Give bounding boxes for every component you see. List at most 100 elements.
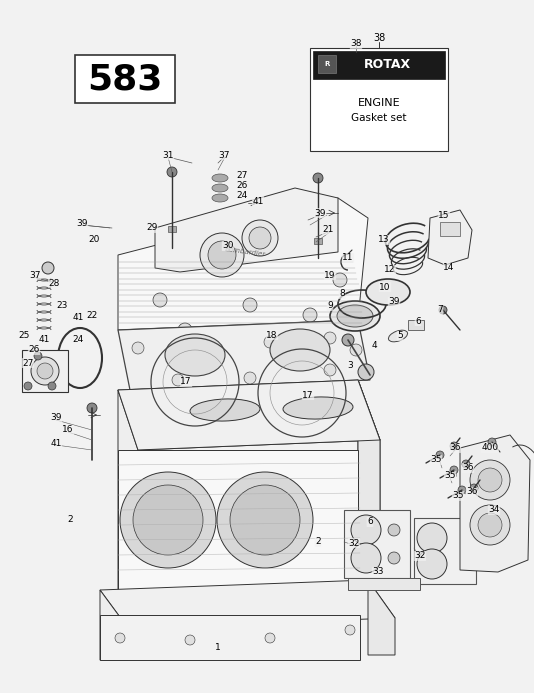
Text: 37: 37 <box>218 150 230 159</box>
Bar <box>168 226 176 232</box>
Polygon shape <box>118 380 380 450</box>
Circle shape <box>244 372 256 384</box>
Polygon shape <box>358 380 380 590</box>
Text: 22: 22 <box>87 311 98 320</box>
Circle shape <box>478 468 502 492</box>
Text: 7: 7 <box>437 306 443 315</box>
Circle shape <box>417 549 447 579</box>
Circle shape <box>450 442 458 450</box>
Text: 35: 35 <box>444 471 456 480</box>
Text: 31: 31 <box>162 150 174 159</box>
Circle shape <box>31 357 59 385</box>
Text: 17: 17 <box>180 378 192 387</box>
Bar <box>314 238 322 244</box>
Ellipse shape <box>330 301 380 331</box>
Text: 24: 24 <box>73 335 84 344</box>
Text: 39: 39 <box>76 218 88 227</box>
Polygon shape <box>155 188 338 272</box>
Text: 35: 35 <box>452 491 464 500</box>
Bar <box>75 55 175 103</box>
Text: 30: 30 <box>222 241 234 250</box>
Circle shape <box>478 513 502 537</box>
Text: 8: 8 <box>339 290 345 299</box>
Polygon shape <box>100 590 128 660</box>
Circle shape <box>351 515 381 545</box>
Circle shape <box>194 339 206 351</box>
Text: 19: 19 <box>324 270 336 279</box>
Circle shape <box>345 625 355 635</box>
Circle shape <box>462 460 470 468</box>
Circle shape <box>358 364 374 380</box>
Bar <box>310 48 448 151</box>
Text: 35: 35 <box>430 455 442 464</box>
Text: 21: 21 <box>323 225 334 234</box>
Text: 39: 39 <box>50 414 62 423</box>
Circle shape <box>488 438 496 446</box>
Text: 37: 37 <box>29 270 41 279</box>
Circle shape <box>167 167 177 177</box>
Text: 6: 6 <box>367 518 373 527</box>
Text: 32: 32 <box>414 552 426 561</box>
Circle shape <box>153 293 167 307</box>
Text: 9: 9 <box>327 301 333 310</box>
Text: Gasket set: Gasket set <box>351 113 407 123</box>
Ellipse shape <box>366 279 410 305</box>
Circle shape <box>470 505 510 545</box>
Text: Bombardier: Bombardier <box>224 246 266 258</box>
Text: 33: 33 <box>372 568 384 577</box>
Text: 41: 41 <box>252 197 264 206</box>
Circle shape <box>48 382 56 390</box>
Text: 2: 2 <box>315 538 321 547</box>
Circle shape <box>217 472 313 568</box>
Text: 36: 36 <box>462 464 474 473</box>
Circle shape <box>324 332 336 344</box>
Bar <box>100 615 360 660</box>
Text: 38: 38 <box>373 33 385 43</box>
Text: 6: 6 <box>415 317 421 326</box>
Polygon shape <box>118 390 138 590</box>
Text: R: R <box>324 61 329 67</box>
Text: 27: 27 <box>22 358 34 367</box>
Circle shape <box>265 633 275 643</box>
Text: 16: 16 <box>62 426 74 435</box>
Bar <box>348 578 420 590</box>
Circle shape <box>132 342 144 354</box>
Text: 27: 27 <box>237 171 248 180</box>
Bar <box>344 510 410 578</box>
Text: 24: 24 <box>237 191 248 200</box>
Ellipse shape <box>283 397 353 419</box>
Bar <box>138 450 358 590</box>
Circle shape <box>264 336 276 348</box>
Circle shape <box>388 552 400 564</box>
Circle shape <box>470 484 478 492</box>
Ellipse shape <box>161 401 223 439</box>
Text: 10: 10 <box>379 283 391 292</box>
Circle shape <box>303 308 317 322</box>
Circle shape <box>208 241 236 269</box>
Circle shape <box>350 344 362 356</box>
Text: ROTAX: ROTAX <box>364 58 411 71</box>
Text: 36: 36 <box>466 487 478 496</box>
Text: 28: 28 <box>48 279 60 288</box>
Text: 1: 1 <box>215 644 221 653</box>
Text: 20: 20 <box>88 236 100 245</box>
Polygon shape <box>118 320 370 390</box>
Circle shape <box>172 374 184 386</box>
Circle shape <box>388 524 400 536</box>
Text: 11: 11 <box>342 254 354 263</box>
Polygon shape <box>368 580 395 655</box>
Ellipse shape <box>270 329 330 371</box>
Circle shape <box>37 363 53 379</box>
Ellipse shape <box>212 174 228 182</box>
Text: 583: 583 <box>88 62 163 96</box>
Ellipse shape <box>152 395 232 445</box>
Polygon shape <box>460 435 530 572</box>
Text: 13: 13 <box>378 236 390 245</box>
Ellipse shape <box>264 399 326 437</box>
Text: 32: 32 <box>348 538 360 547</box>
Circle shape <box>133 485 203 555</box>
Circle shape <box>42 262 54 274</box>
Text: 25: 25 <box>18 331 30 340</box>
Text: 400: 400 <box>482 444 499 453</box>
Ellipse shape <box>388 330 407 342</box>
